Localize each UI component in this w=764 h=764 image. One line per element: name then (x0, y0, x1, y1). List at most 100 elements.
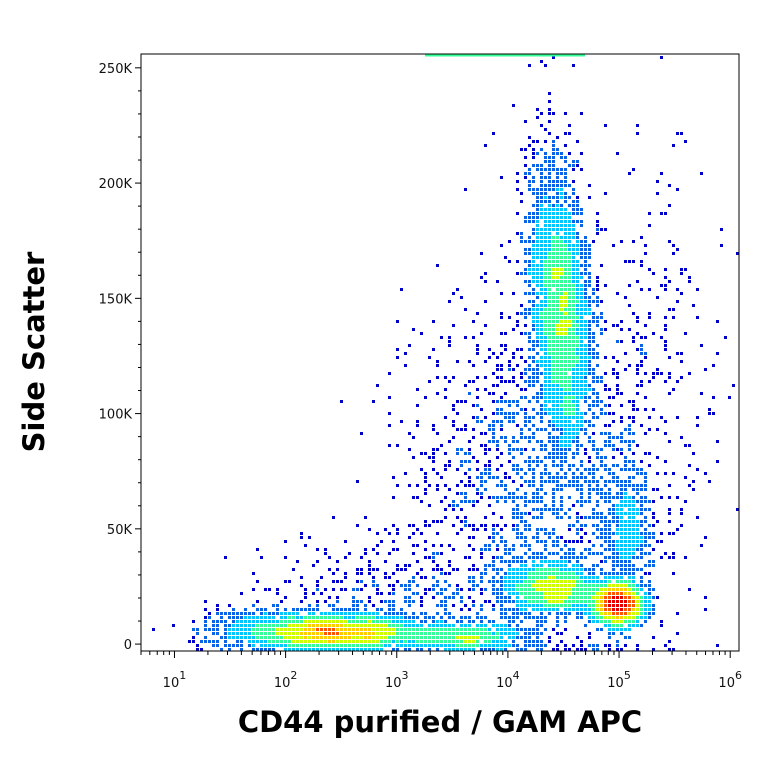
density-dot (580, 316, 583, 319)
density-dot (524, 332, 527, 335)
density-dot (632, 500, 635, 503)
density-dot (612, 572, 615, 575)
density-dot (548, 276, 551, 279)
density-dot (380, 592, 383, 595)
density-dot (544, 408, 547, 411)
density-dot (544, 644, 547, 647)
density-dot (576, 276, 579, 279)
density-dot (736, 252, 739, 255)
density-dot (556, 264, 559, 267)
density-dot (560, 500, 563, 503)
density-dot (644, 528, 647, 531)
density-dot (672, 532, 675, 535)
density-dot (572, 556, 575, 559)
density-dot (432, 576, 435, 579)
density-dot (572, 540, 575, 543)
density-dot (592, 576, 595, 579)
density-dot (580, 568, 583, 571)
density-dot (540, 268, 543, 271)
density-dot (628, 576, 631, 579)
density-dot (412, 592, 415, 595)
density-dot (524, 600, 527, 603)
density-dot (472, 576, 475, 579)
density-dot (524, 564, 527, 567)
density-dot (568, 184, 571, 187)
density-dot (612, 372, 615, 375)
density-dot (508, 412, 511, 415)
density-dot (320, 592, 323, 595)
density-dot (352, 608, 355, 611)
density-dot (616, 552, 619, 555)
density-dot (620, 520, 623, 523)
density-dot (592, 348, 595, 351)
density-dot (496, 280, 499, 283)
density-dot (556, 596, 559, 599)
density-dot (540, 288, 543, 291)
density-dot (568, 404, 571, 407)
density-dot (472, 528, 475, 531)
density-dot (436, 552, 439, 555)
density-dot (568, 516, 571, 519)
density-dot (640, 552, 643, 555)
density-dot (552, 560, 555, 563)
density-dot (628, 172, 631, 175)
density-dot (432, 456, 435, 459)
density-dot (556, 428, 559, 431)
density-dot (540, 472, 543, 475)
density-dot (472, 584, 475, 587)
density-dot (276, 628, 279, 631)
density-dot (628, 524, 631, 527)
density-dot (516, 508, 519, 511)
density-dot (508, 624, 511, 627)
density-dot (548, 304, 551, 307)
density-dot (560, 596, 563, 599)
density-dot (548, 100, 551, 103)
density-dot (272, 648, 275, 651)
density-dot (564, 264, 567, 267)
density-dot (336, 612, 339, 615)
density-dot (396, 528, 399, 531)
density-dot (632, 592, 635, 595)
density-dot (580, 264, 583, 267)
density-dot (284, 640, 287, 643)
density-dot (552, 648, 555, 651)
density-dot (560, 320, 563, 323)
density-dot (448, 636, 451, 639)
density-dot (432, 556, 435, 559)
density-dot (572, 404, 575, 407)
density-dot (652, 488, 655, 491)
density-dot (636, 556, 639, 559)
density-dot (552, 424, 555, 427)
density-dot (532, 300, 535, 303)
density-dot (468, 628, 471, 631)
density-dot (496, 496, 499, 499)
density-dot (328, 616, 331, 619)
density-dot (592, 400, 595, 403)
density-dot (192, 628, 195, 631)
density-dot (608, 412, 611, 415)
density-dot (532, 576, 535, 579)
density-dot (596, 528, 599, 531)
density-dot (472, 620, 475, 623)
density-dot (444, 648, 447, 651)
density-dot (572, 212, 575, 215)
density-dot (664, 268, 667, 271)
density-dot (676, 132, 679, 135)
density-dot (580, 564, 583, 567)
density-dot (564, 156, 567, 159)
density-dot (564, 472, 567, 475)
density-dot (580, 344, 583, 347)
density-dot (584, 352, 587, 355)
density-dot (564, 236, 567, 239)
density-dot (576, 404, 579, 407)
density-dot (540, 592, 543, 595)
density-dot (556, 436, 559, 439)
density-dot (636, 524, 639, 527)
density-dot (436, 520, 439, 523)
density-dot (592, 616, 595, 619)
density-dot (368, 564, 371, 567)
density-dot (552, 328, 555, 331)
density-dot (500, 396, 503, 399)
density-dot (552, 140, 555, 143)
density-dot (608, 620, 611, 623)
